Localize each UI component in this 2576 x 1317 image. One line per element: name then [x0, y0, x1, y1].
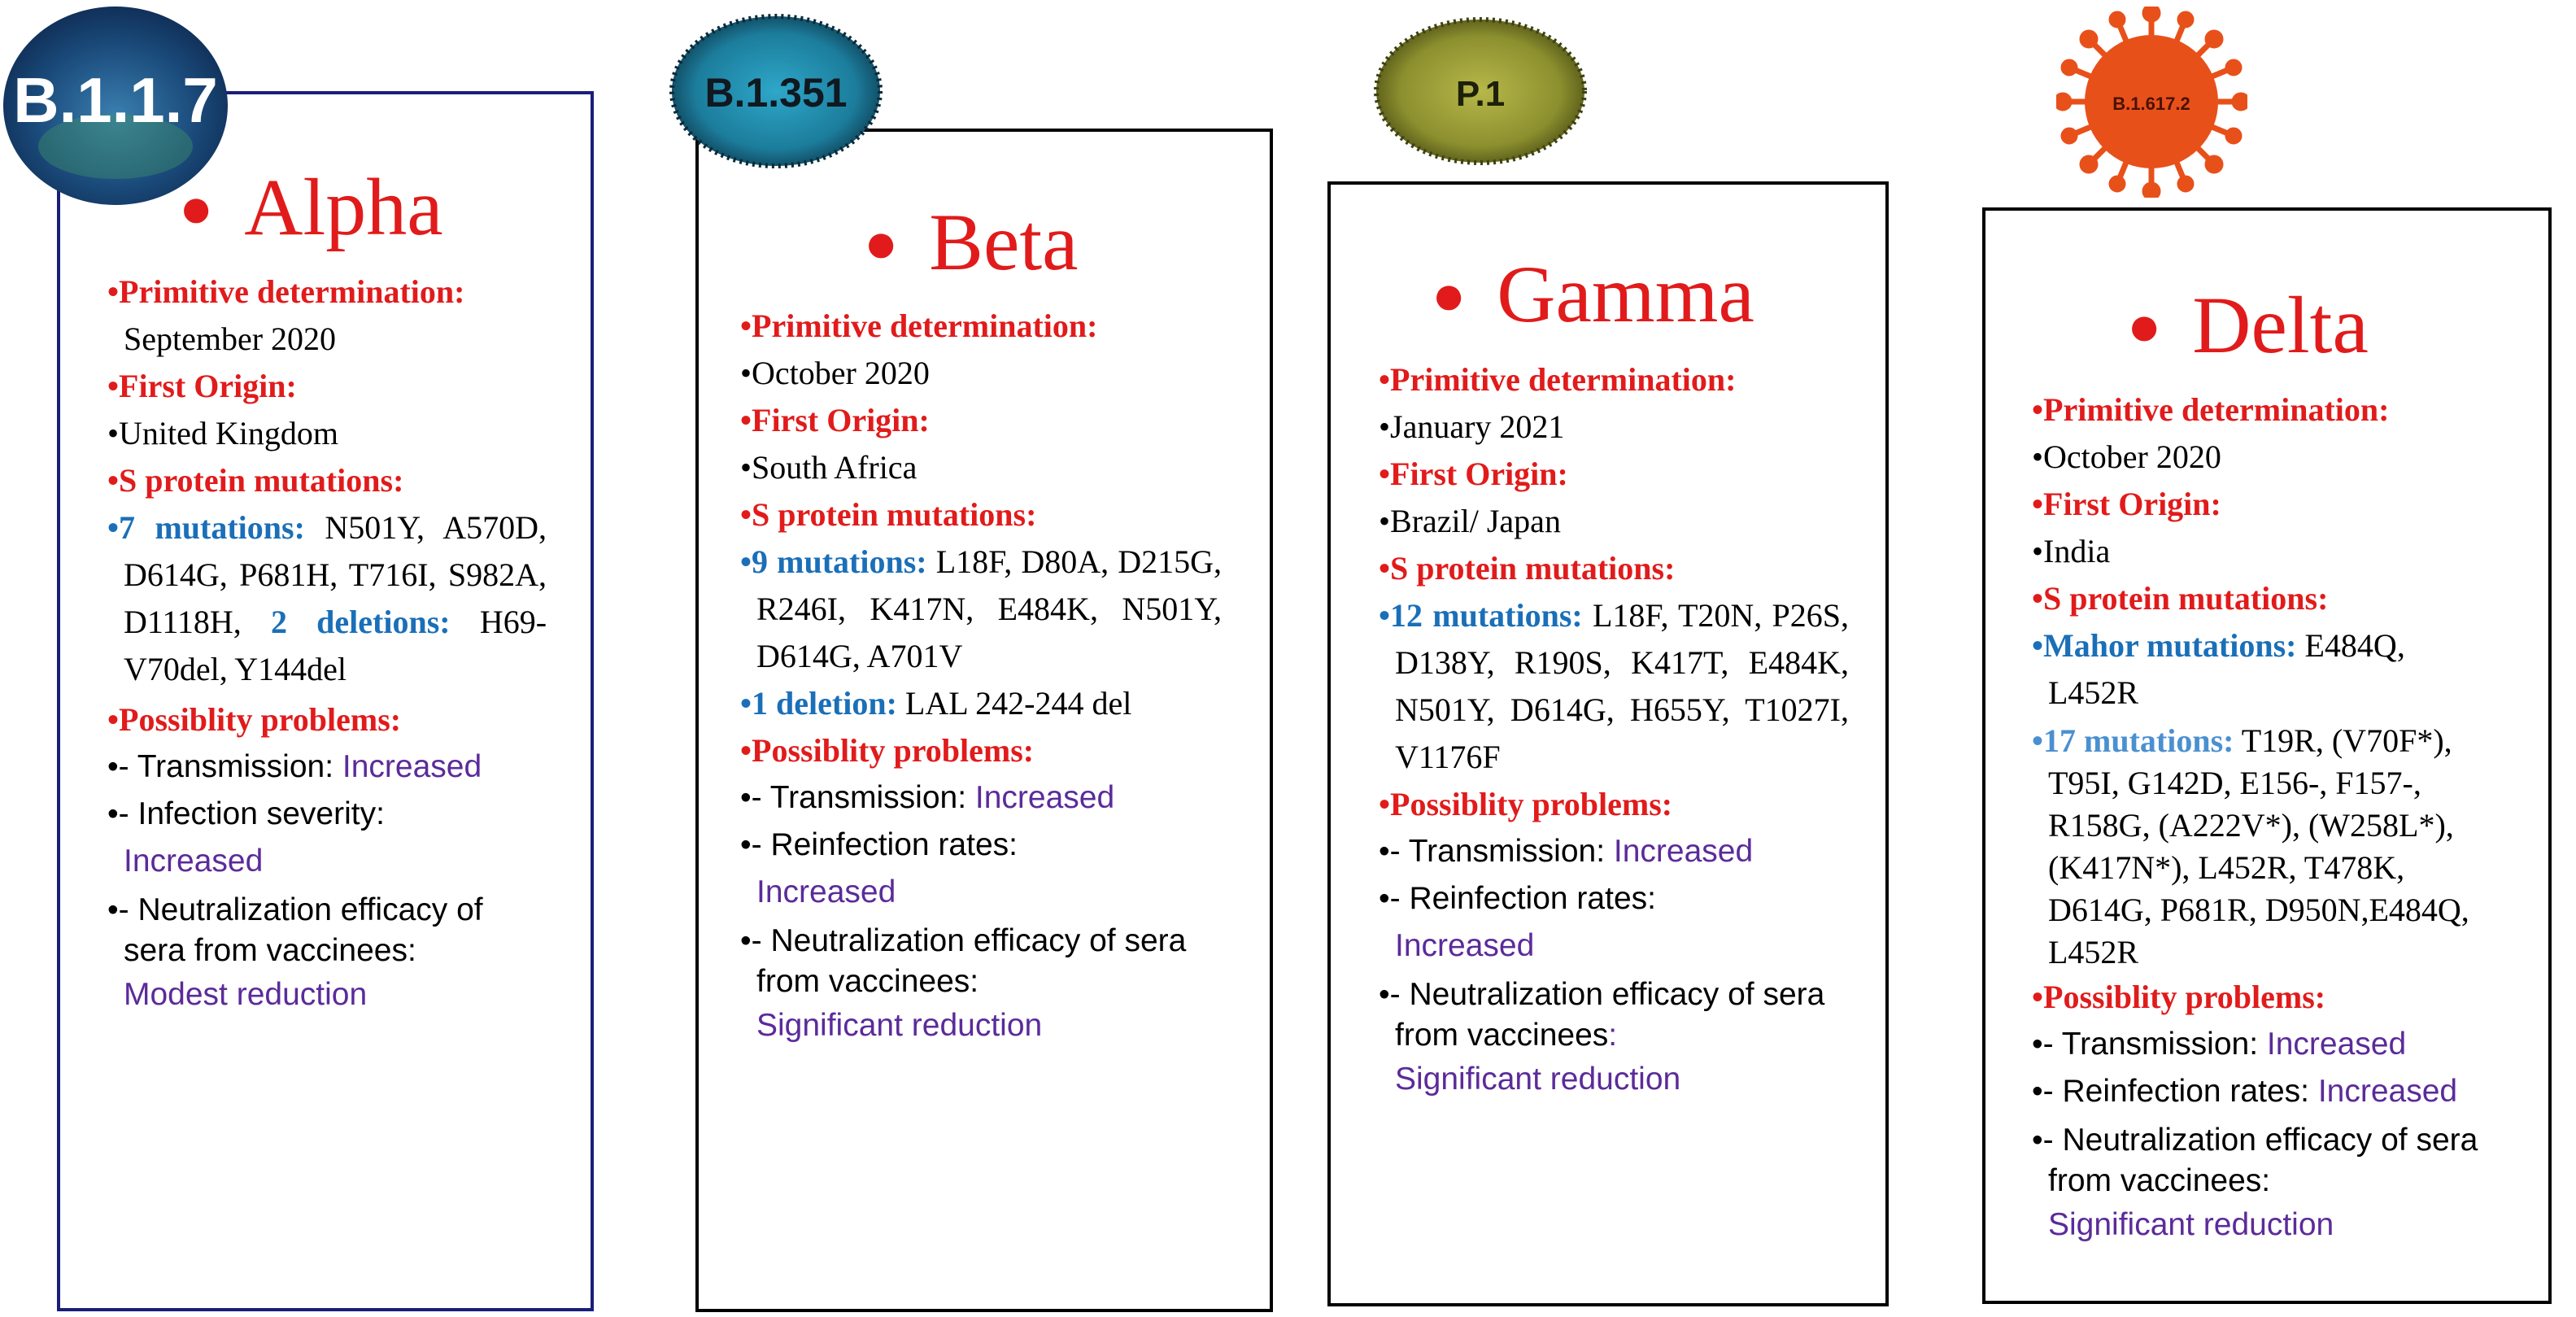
variant-card-beta: [695, 129, 1273, 1312]
bullet-icon: ●: [1432, 264, 1467, 328]
delta-details: •Primitive determination: •October 2020 …: [2032, 391, 2478, 1242]
gamma-badge-label: P.1: [1456, 74, 1505, 114]
gamma-virus-badge-icon: P.1: [1374, 17, 1587, 165]
beta-title: ● Beta: [864, 197, 1079, 287]
delta-virus-badge-icon: B.1.617.2: [2056, 7, 2247, 198]
alpha-title: ● Alpha: [179, 162, 443, 252]
bullet-icon: ●: [179, 177, 214, 241]
bullet-icon: ●: [864, 212, 899, 276]
beta-details: •Primitive determination: •October 2020 …: [740, 307, 1222, 1043]
variant-card-alpha: [57, 91, 594, 1311]
alpha-badge-label: B.1.1.7: [13, 64, 217, 136]
delta-title: ● Delta: [2127, 280, 2369, 370]
variant-card-delta: [1982, 207, 2552, 1304]
alpha-details: •Primitive determination: September 2020…: [107, 273, 547, 1012]
bullet-icon: ●: [2127, 295, 2162, 359]
gamma-title: ● Gamma: [1432, 249, 1754, 339]
beta-badge-label: B.1.351: [704, 70, 847, 116]
gamma-details: •Primitive determination: •January 2021 …: [1379, 361, 1850, 1097]
beta-virus-badge-icon: B.1.351: [669, 14, 883, 168]
delta-badge-label: B.1.617.2: [2112, 94, 2190, 114]
variant-card-gamma: [1327, 181, 1889, 1306]
alpha-virus-badge-icon: B.1.1.7: [3, 7, 228, 205]
